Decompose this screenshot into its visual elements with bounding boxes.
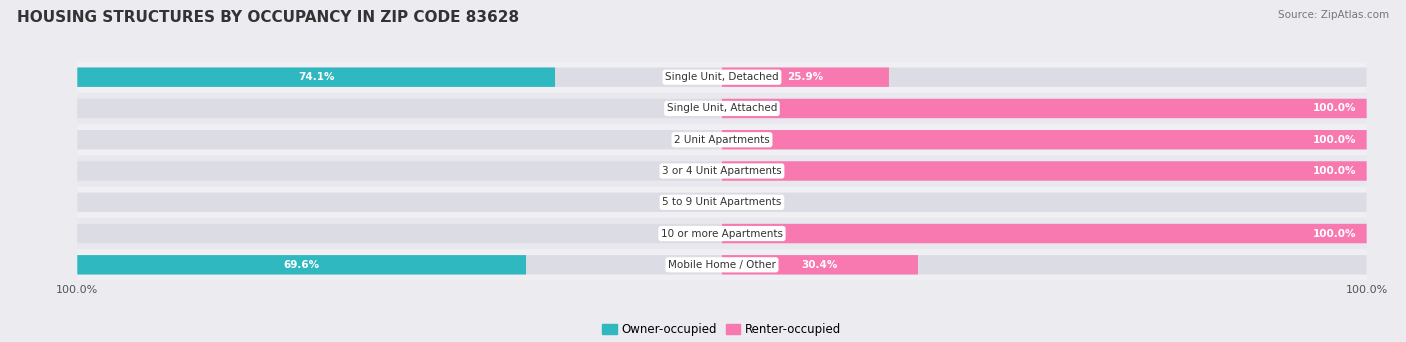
FancyBboxPatch shape [77,62,1367,93]
FancyBboxPatch shape [77,249,1367,280]
FancyBboxPatch shape [723,193,1367,212]
FancyBboxPatch shape [723,161,1367,181]
FancyBboxPatch shape [77,130,723,149]
FancyBboxPatch shape [723,99,1367,118]
Text: 100.0%: 100.0% [1313,135,1357,145]
Text: Single Unit, Attached: Single Unit, Attached [666,104,778,114]
FancyBboxPatch shape [77,93,1367,124]
FancyBboxPatch shape [723,255,1367,275]
FancyBboxPatch shape [77,67,723,87]
FancyBboxPatch shape [77,124,1367,155]
FancyBboxPatch shape [77,224,723,243]
Text: 74.1%: 74.1% [298,72,335,82]
FancyBboxPatch shape [77,187,1367,218]
Text: Mobile Home / Other: Mobile Home / Other [668,260,776,270]
Text: 0.0%: 0.0% [683,228,709,238]
FancyBboxPatch shape [77,161,723,181]
FancyBboxPatch shape [723,67,889,87]
Text: 0.0%: 0.0% [735,197,761,207]
FancyBboxPatch shape [77,155,1367,187]
FancyBboxPatch shape [77,99,723,118]
Text: 100.0%: 100.0% [1313,104,1357,114]
FancyBboxPatch shape [77,218,1367,249]
Text: 100.0%: 100.0% [1313,228,1357,238]
FancyBboxPatch shape [77,255,723,275]
Text: 2 Unit Apartments: 2 Unit Apartments [673,135,770,145]
FancyBboxPatch shape [723,161,1367,181]
FancyBboxPatch shape [723,255,918,275]
FancyBboxPatch shape [723,99,1367,118]
Text: 69.6%: 69.6% [284,260,319,270]
Text: 5 to 9 Unit Apartments: 5 to 9 Unit Apartments [662,197,782,207]
Text: 3 or 4 Unit Apartments: 3 or 4 Unit Apartments [662,166,782,176]
FancyBboxPatch shape [723,130,1367,149]
Text: 0.0%: 0.0% [683,104,709,114]
Text: 0.0%: 0.0% [683,197,709,207]
Text: 10 or more Apartments: 10 or more Apartments [661,228,783,238]
Text: Single Unit, Detached: Single Unit, Detached [665,72,779,82]
Text: 30.4%: 30.4% [801,260,838,270]
FancyBboxPatch shape [77,255,526,275]
Text: 0.0%: 0.0% [683,166,709,176]
Text: HOUSING STRUCTURES BY OCCUPANCY IN ZIP CODE 83628: HOUSING STRUCTURES BY OCCUPANCY IN ZIP C… [17,10,519,25]
FancyBboxPatch shape [723,130,1367,149]
Text: 100.0%: 100.0% [1313,166,1357,176]
FancyBboxPatch shape [77,67,555,87]
FancyBboxPatch shape [723,224,1367,243]
FancyBboxPatch shape [77,193,723,212]
Text: Source: ZipAtlas.com: Source: ZipAtlas.com [1278,10,1389,20]
Legend: Owner-occupied, Renter-occupied: Owner-occupied, Renter-occupied [603,323,841,336]
Text: 0.0%: 0.0% [683,135,709,145]
FancyBboxPatch shape [723,224,1367,243]
Text: 25.9%: 25.9% [787,72,824,82]
FancyBboxPatch shape [723,67,1367,87]
